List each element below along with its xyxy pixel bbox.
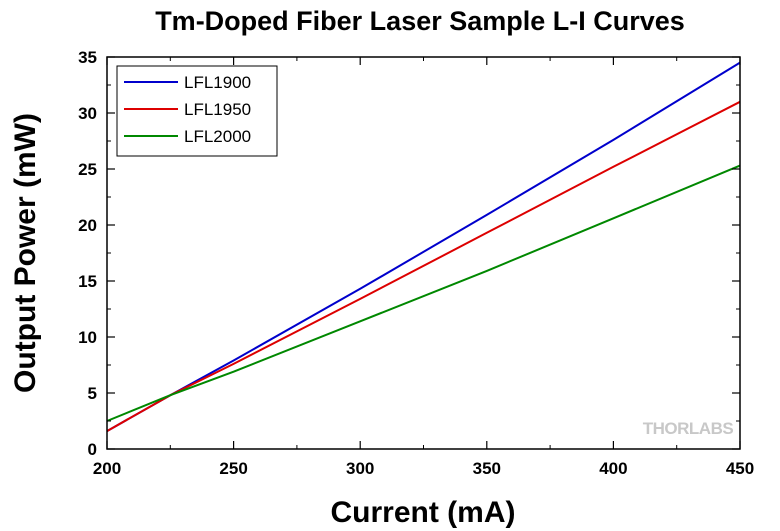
y-tick-label: 35 <box>78 48 97 67</box>
x-axis-title: Current (mA) <box>331 496 516 529</box>
x-tick-label: 250 <box>219 459 247 478</box>
x-tick-label: 200 <box>93 459 121 478</box>
x-tick-label: 350 <box>473 459 501 478</box>
x-tick-label: 450 <box>726 459 754 478</box>
y-tick-label: 10 <box>78 328 97 347</box>
y-tick-label: 15 <box>78 272 97 291</box>
legend-box <box>116 65 278 157</box>
legend-label-lfl2000: LFL2000 <box>184 127 251 146</box>
legend-label-lfl1900: LFL1900 <box>184 73 251 92</box>
series-line-lfl2000 <box>106 164 741 422</box>
y-axis-title: Output Power (mW) <box>9 113 42 393</box>
legend-label-lfl1950: LFL1950 <box>184 100 251 119</box>
chart-title: Tm-Doped Fiber Laser Sample L-I Curves <box>155 6 685 36</box>
x-tick-label: 300 <box>346 459 374 478</box>
y-tick-label: 25 <box>78 160 97 179</box>
legend: LFL1900 LFL1950 LFL2000 <box>116 65 278 157</box>
plot-frame <box>106 56 741 450</box>
x-tick-label: 400 <box>599 459 627 478</box>
y-tick-label: 5 <box>88 384 97 403</box>
y-tick-label: 20 <box>78 216 97 235</box>
ticks-group: 200 250 300 350 400 450 0 5 10 15 20 25 30 35 <box>78 48 754 478</box>
series-group <box>106 61 741 432</box>
watermark-logo: THORLABS <box>643 419 734 438</box>
y-tick-label: 30 <box>78 104 97 123</box>
y-tick-label: 0 <box>88 440 97 459</box>
